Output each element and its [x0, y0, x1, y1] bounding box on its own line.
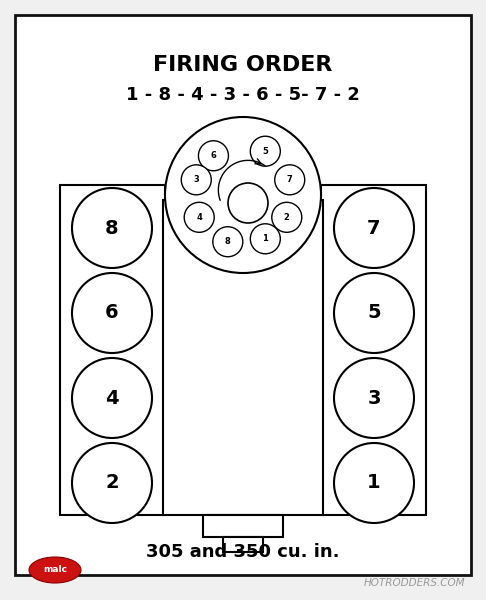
- Circle shape: [275, 165, 305, 195]
- Circle shape: [334, 443, 414, 523]
- Text: 5: 5: [262, 147, 268, 156]
- Text: malc: malc: [43, 565, 67, 575]
- Bar: [223, 537, 263, 552]
- Ellipse shape: [29, 557, 81, 583]
- Text: 6: 6: [105, 304, 119, 323]
- Circle shape: [213, 227, 243, 257]
- Text: 6: 6: [210, 151, 216, 160]
- Text: 3: 3: [193, 175, 199, 184]
- Text: 1: 1: [367, 473, 381, 493]
- Bar: [60, 185, 165, 515]
- Circle shape: [250, 224, 280, 254]
- Text: 8: 8: [105, 218, 119, 238]
- Circle shape: [72, 443, 152, 523]
- Circle shape: [228, 183, 268, 223]
- Circle shape: [334, 273, 414, 353]
- Bar: [203, 515, 283, 537]
- Bar: [163, 200, 323, 515]
- Circle shape: [72, 188, 152, 268]
- Text: 1 - 8 - 4 - 3 - 6 - 5- 7 - 2: 1 - 8 - 4 - 3 - 6 - 5- 7 - 2: [126, 86, 360, 104]
- Circle shape: [334, 358, 414, 438]
- Circle shape: [181, 165, 211, 195]
- Text: 3: 3: [367, 389, 381, 407]
- Circle shape: [250, 136, 280, 166]
- Circle shape: [198, 141, 228, 171]
- Circle shape: [272, 202, 302, 232]
- Text: 2: 2: [284, 213, 290, 222]
- Text: 5: 5: [367, 304, 381, 323]
- Text: 7: 7: [287, 175, 293, 184]
- Text: 2: 2: [105, 473, 119, 493]
- Circle shape: [72, 358, 152, 438]
- Text: HOTRODDERS.COM: HOTRODDERS.COM: [364, 578, 465, 588]
- Text: FIRING ORDER: FIRING ORDER: [153, 55, 333, 75]
- Circle shape: [165, 117, 321, 273]
- Text: 4: 4: [105, 389, 119, 407]
- Text: 7: 7: [367, 218, 381, 238]
- Circle shape: [72, 273, 152, 353]
- Circle shape: [184, 202, 214, 232]
- Circle shape: [334, 188, 414, 268]
- Bar: [321, 185, 426, 515]
- Text: 8: 8: [225, 237, 231, 246]
- Text: 4: 4: [196, 213, 202, 222]
- Text: 305 and 350 cu. in.: 305 and 350 cu. in.: [146, 543, 340, 561]
- Text: 1: 1: [262, 234, 268, 243]
